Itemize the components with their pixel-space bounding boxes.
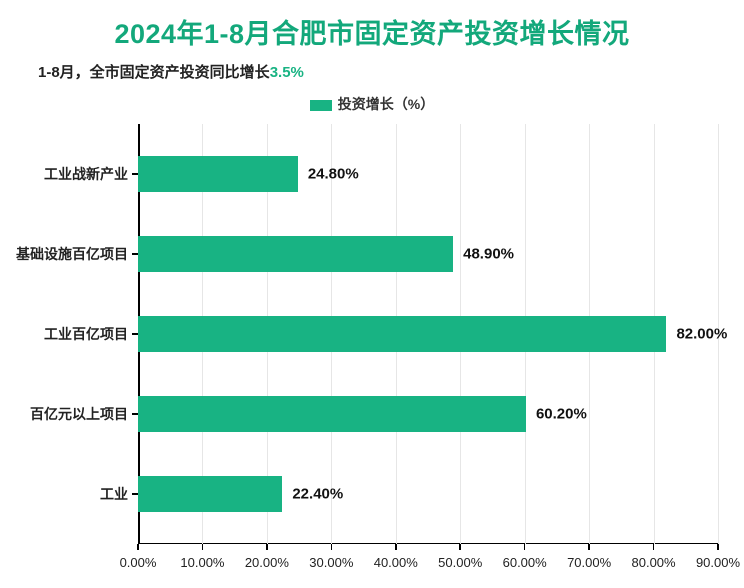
x-tick-label: 10.00% bbox=[180, 555, 224, 570]
x-tick-label: 0.00% bbox=[120, 555, 157, 570]
category-label: 百亿元以上项目 bbox=[30, 404, 138, 424]
bar-value-label: 22.40% bbox=[282, 486, 343, 503]
x-tick bbox=[266, 544, 268, 550]
legend-swatch bbox=[310, 100, 332, 111]
category-label: 基础设施百亿项目 bbox=[16, 244, 138, 264]
bar: 48.90% bbox=[138, 236, 453, 272]
x-tick bbox=[202, 544, 204, 550]
legend: 投资增长（%） bbox=[18, 94, 726, 114]
bar-value-label: 60.20% bbox=[526, 406, 587, 423]
bar-row: 工业22.40% bbox=[138, 476, 718, 512]
bar: 24.80% bbox=[138, 156, 298, 192]
plot: 0.00%10.00%20.00%30.00%40.00%50.00%60.00… bbox=[138, 124, 718, 544]
chart-container: 2024年1-8月合肥市固定资产投资增长情况 1-8月，全市固定资产投资同比增长… bbox=[0, 0, 744, 588]
bar-value-label: 24.80% bbox=[298, 166, 359, 183]
bar: 22.40% bbox=[138, 476, 282, 512]
chart-title: 2024年1-8月合肥市固定资产投资增长情况 bbox=[18, 12, 726, 51]
x-tick bbox=[395, 544, 397, 550]
x-tick-label: 40.00% bbox=[374, 555, 418, 570]
x-tick-label: 90.00% bbox=[696, 555, 740, 570]
bar: 82.00% bbox=[138, 316, 666, 352]
x-tick bbox=[331, 544, 333, 550]
subtitle-highlight: 3.5% bbox=[270, 64, 304, 81]
x-axis bbox=[138, 543, 718, 545]
x-tick bbox=[588, 544, 590, 550]
category-label: 工业战新产业 bbox=[44, 164, 138, 184]
bar: 60.20% bbox=[138, 396, 526, 432]
x-tick bbox=[459, 544, 461, 550]
subtitle-prefix: 1-8月，全市固定资产投资同比增长 bbox=[38, 64, 270, 81]
bar-row: 基础设施百亿项目48.90% bbox=[138, 236, 718, 272]
x-tick-label: 60.00% bbox=[503, 555, 547, 570]
x-tick-label: 80.00% bbox=[632, 555, 676, 570]
x-tick bbox=[137, 544, 139, 550]
bar-row: 百亿元以上项目60.20% bbox=[138, 396, 718, 432]
bar-row: 工业百亿项目82.00% bbox=[138, 316, 718, 352]
x-tick-label: 30.00% bbox=[309, 555, 353, 570]
category-label: 工业 bbox=[100, 484, 138, 504]
x-tick bbox=[717, 544, 719, 550]
bar-value-label: 48.90% bbox=[453, 246, 514, 263]
x-tick bbox=[653, 544, 655, 550]
x-tick-label: 20.00% bbox=[245, 555, 289, 570]
bar-row: 工业战新产业24.80% bbox=[138, 156, 718, 192]
chart-subtitle: 1-8月，全市固定资产投资同比增长3.5% bbox=[38, 61, 726, 82]
bar-value-label: 82.00% bbox=[666, 326, 727, 343]
chart-area: 0.00%10.00%20.00%30.00%40.00%50.00%60.00… bbox=[138, 124, 718, 544]
category-label: 工业百亿项目 bbox=[44, 324, 138, 344]
x-tick bbox=[524, 544, 526, 550]
x-tick-label: 50.00% bbox=[438, 555, 482, 570]
legend-label: 投资增长（%） bbox=[338, 96, 434, 112]
x-tick-label: 70.00% bbox=[567, 555, 611, 570]
